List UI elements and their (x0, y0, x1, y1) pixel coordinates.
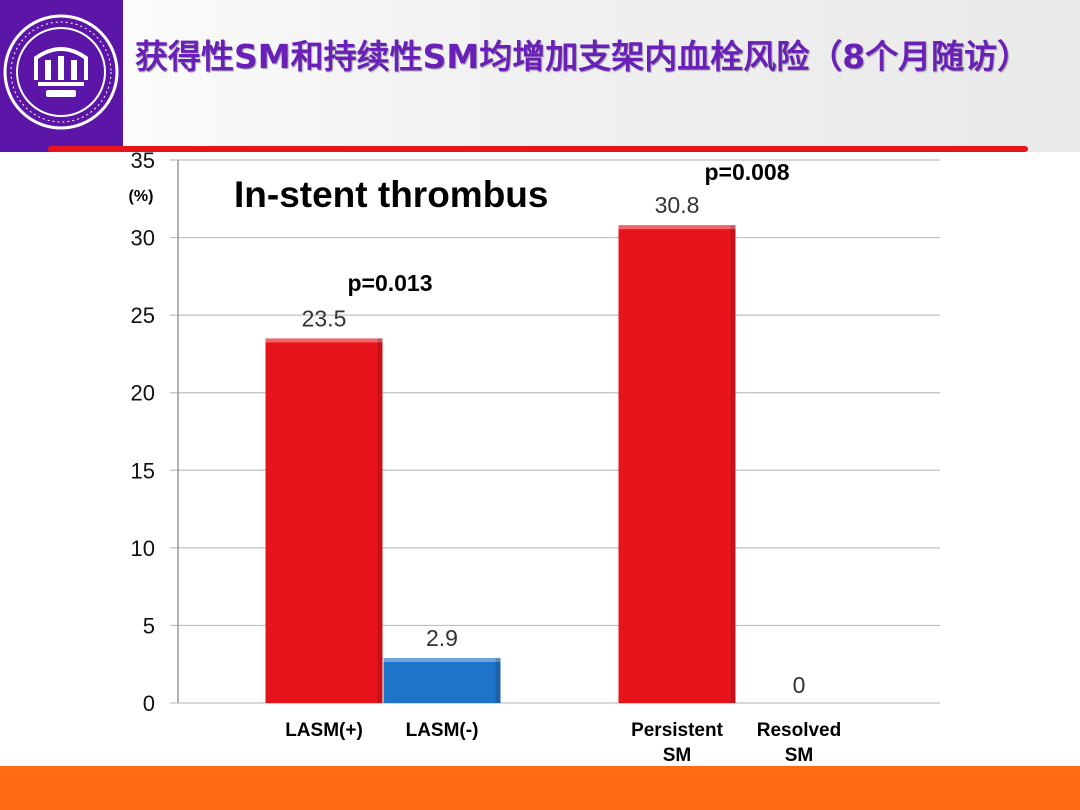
category-label: LASM(-) (406, 720, 479, 741)
bar-1-group (265, 338, 383, 703)
hospital-seal-icon (3, 14, 119, 130)
bar (265, 338, 383, 703)
data-label: 0 (793, 672, 806, 698)
category-label: SM (663, 745, 692, 766)
bar-highlight (265, 338, 383, 343)
chart-title: In-stent thrombus (234, 174, 548, 215)
bar-shade (495, 658, 501, 703)
bar-shade (730, 225, 736, 703)
hospital-logo (0, 0, 123, 152)
bar-highlight (618, 225, 736, 230)
y-axis-unit: (%) (129, 188, 154, 205)
category-label: SM (785, 745, 814, 766)
bars (265, 225, 736, 703)
y-tick-label: 20 (131, 381, 155, 406)
header-band (0, 0, 1080, 152)
bar-highlight (383, 658, 501, 663)
y-tick-label: 0 (143, 691, 155, 716)
bar-3-group (618, 225, 736, 703)
y-tick-label: 5 (143, 613, 155, 638)
y-axis-ticks: 0 5 10 15 20 25 30 35 (131, 148, 155, 716)
bar (618, 225, 736, 703)
category-labels: LASM(+) LASM(-) Persistent SM Resolved SM (285, 720, 841, 766)
category-label: Resolved (757, 720, 841, 741)
bar (383, 658, 501, 703)
p-value-lasm: p=0.013 (347, 270, 432, 296)
footer-bar (0, 766, 1080, 810)
category-label: LASM(+) (285, 720, 363, 741)
data-label: 30.8 (655, 192, 700, 218)
title-underline (48, 146, 1028, 152)
bar-2-group (383, 658, 501, 703)
y-tick-label: 25 (131, 303, 155, 328)
y-tick-label: 35 (131, 148, 155, 173)
bar-shade (377, 338, 383, 703)
y-tick-label: 30 (131, 226, 155, 251)
category-label: Persistent (631, 720, 724, 741)
data-labels: 23.5 2.9 30.8 0 (302, 192, 806, 698)
p-value-sm: p=0.008 (704, 159, 789, 185)
data-label: 23.5 (302, 305, 347, 331)
y-tick-label: 10 (131, 536, 155, 561)
y-tick-label: 15 (131, 458, 155, 483)
data-label: 2.9 (426, 625, 458, 651)
slide-title: 获得性SM和持续性SM均增加支架内血栓风险（8个月随访） (135, 37, 1031, 76)
